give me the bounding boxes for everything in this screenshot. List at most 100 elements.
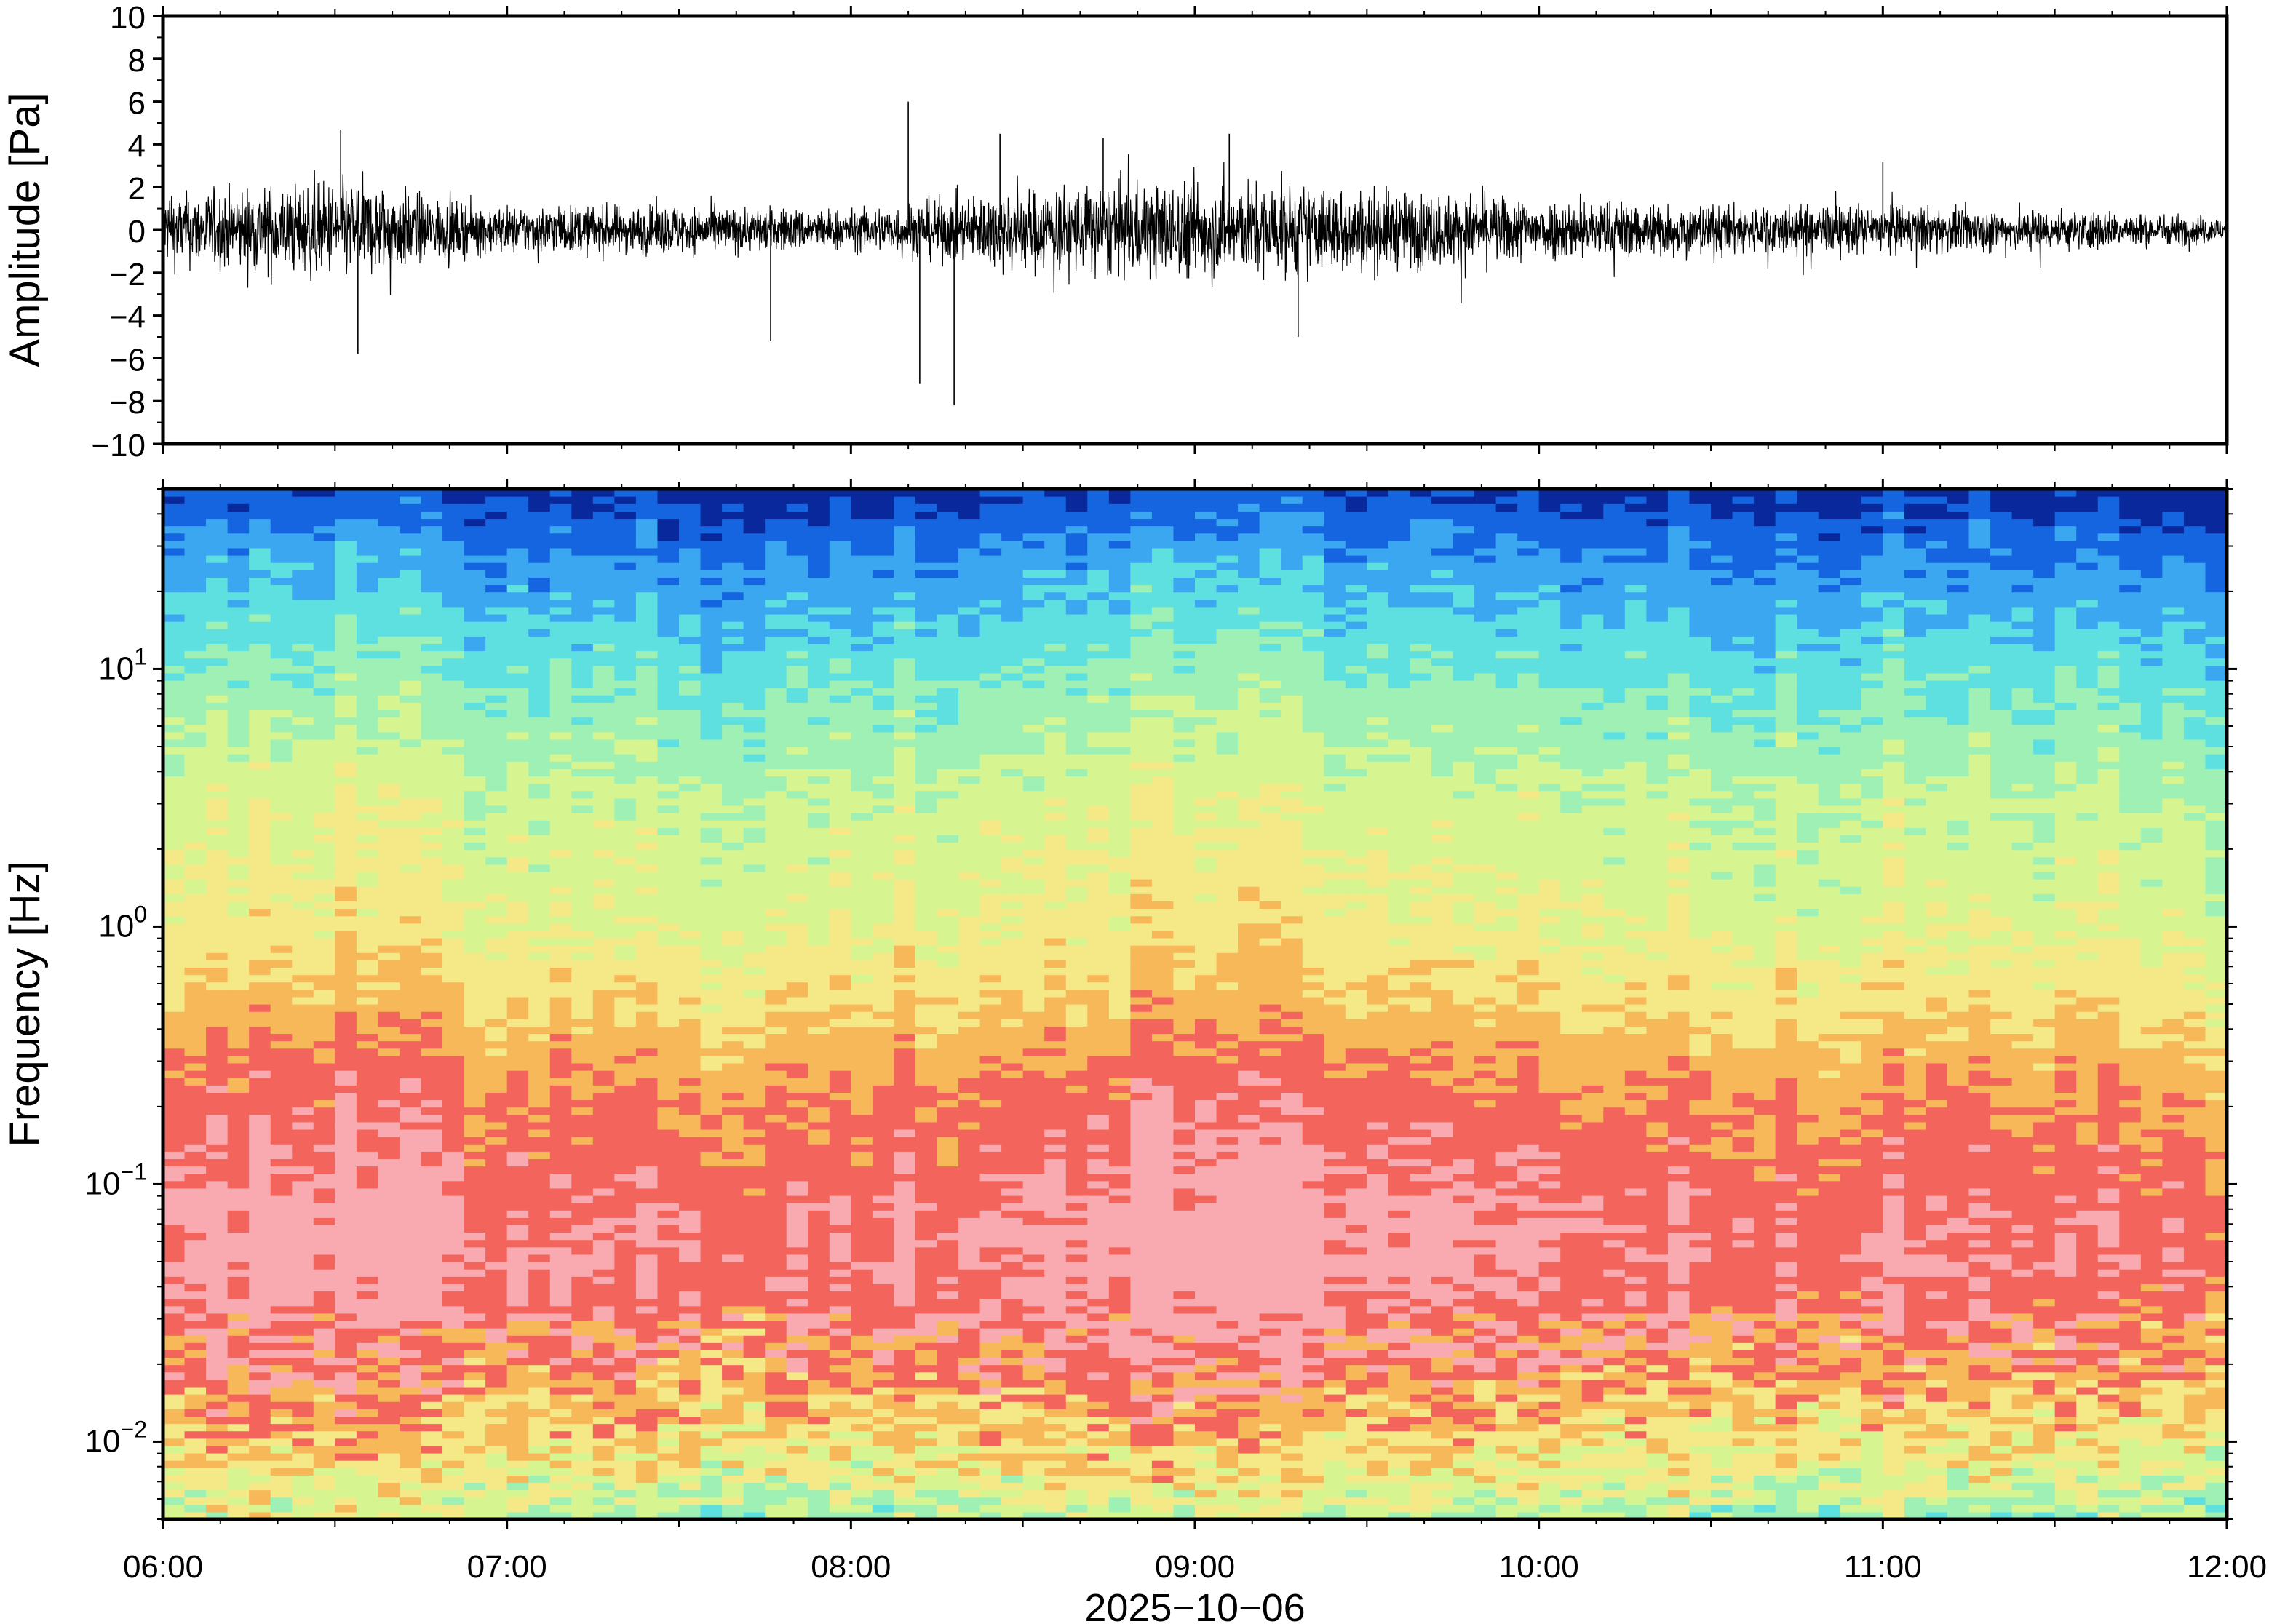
spectrogram-cell — [485, 724, 508, 733]
spectrogram-cell — [227, 1144, 250, 1152]
spectrogram-cell — [851, 1078, 873, 1086]
spectrogram-cell — [399, 747, 422, 755]
spectrogram-cell — [829, 1394, 851, 1402]
spectrogram-cell — [421, 555, 443, 563]
spectrogram-cell — [292, 1173, 314, 1182]
spectrogram-cell — [657, 1262, 680, 1270]
spectrogram-cell — [872, 1276, 895, 1284]
spectrogram-cell — [635, 489, 659, 497]
spectrogram-cell — [206, 1468, 229, 1476]
spectrogram-cell — [592, 1305, 615, 1314]
spectrogram-cell — [184, 606, 207, 615]
spectrogram-cell — [765, 695, 787, 703]
spectrogram-cell — [206, 665, 229, 674]
spectrogram-cell — [464, 1019, 486, 1027]
spectrogram-cell — [765, 1107, 787, 1115]
spectrogram-cell — [184, 1004, 207, 1012]
spectrogram-cell — [592, 1497, 615, 1505]
spectrogram-cell — [679, 1062, 702, 1071]
spectrogram-cell — [464, 680, 486, 688]
spectrogram-cell — [227, 672, 250, 681]
spectrogram-cell — [829, 562, 851, 570]
waveform-y-tick-label: −6 — [109, 342, 146, 378]
spectrogram-cell — [485, 915, 508, 924]
spectrogram-cell — [765, 1011, 787, 1019]
spectrogram-cell — [592, 1040, 615, 1049]
spectrogram-cell — [378, 592, 400, 600]
spectrogram-cell — [743, 1262, 766, 1270]
spectrogram-cell — [528, 629, 551, 637]
spectrogram-cell — [894, 768, 916, 777]
spectrogram-cell — [571, 606, 594, 615]
spectrogram-cell — [335, 1452, 357, 1461]
spectrogram-cell — [206, 1158, 229, 1167]
spectrogram-cell — [894, 1276, 916, 1284]
spectrogram-cell — [722, 952, 744, 960]
spectrogram-cell — [356, 960, 379, 968]
waveform-y-tick-label: −10 — [91, 428, 146, 463]
spectrogram-cell — [765, 599, 787, 608]
spectrogram-cell — [485, 1026, 508, 1035]
spectrogram-cell — [829, 901, 851, 909]
spectrogram-cell — [356, 827, 379, 835]
spectrogram-cell — [829, 856, 851, 865]
spectrogram-cell — [829, 937, 851, 946]
spectrogram-cell — [549, 503, 572, 512]
spectrogram-cell — [485, 525, 508, 534]
spectrogram-cell — [292, 783, 314, 792]
spectrogram-cell — [227, 952, 250, 960]
spectrogram-cell — [399, 989, 422, 998]
spectrogram-cell — [270, 621, 293, 629]
spectrogram-cell — [356, 1445, 379, 1454]
spectrogram-cell — [163, 1386, 186, 1395]
spectrogram-cell — [872, 1026, 895, 1035]
spectrogram-cell — [506, 1121, 529, 1130]
spectrogram-cell — [528, 974, 551, 983]
spectrogram-cell — [765, 1475, 787, 1484]
spectrogram-cell — [571, 1107, 594, 1115]
spectrogram-cell — [249, 636, 271, 644]
spectrogram-cell — [506, 1114, 529, 1123]
spectrogram-cell — [829, 680, 851, 688]
spectrogram-cell — [292, 629, 314, 637]
spectrogram-cell — [528, 1416, 551, 1425]
spectrogram-cell — [765, 1232, 787, 1241]
spectrogram-cell — [722, 496, 744, 504]
spectrogram-cell — [549, 1482, 572, 1491]
spectrogram-cell — [700, 1239, 723, 1248]
spectrogram-cell — [679, 1254, 702, 1262]
spectrogram-cell — [571, 827, 594, 835]
spectrogram-cell — [270, 967, 293, 976]
spectrogram-cell — [635, 525, 659, 534]
spectrogram-cell — [722, 1114, 744, 1123]
spectrogram-cell — [206, 1460, 229, 1468]
spectrogram-cell — [464, 1438, 486, 1446]
spectrogram-cell — [549, 702, 572, 711]
spectrogram-cell — [743, 511, 766, 520]
spectrogram-cell — [464, 1283, 486, 1292]
spectrogram-cell — [249, 1151, 271, 1159]
spectrogram-cell — [163, 680, 186, 688]
spectrogram-cell — [249, 1342, 271, 1350]
spectrogram-cell — [184, 813, 207, 821]
spectrogram-cell — [528, 739, 551, 747]
spectrogram-cell — [335, 540, 357, 549]
spectrogram-cell — [184, 1151, 207, 1159]
spectrogram-cell — [442, 754, 465, 762]
spectrogram-cell — [872, 739, 895, 747]
spectrogram-cell — [506, 1217, 529, 1226]
spectrogram-cell — [313, 695, 335, 703]
spectrogram-cell — [249, 1445, 271, 1454]
spectrogram-cell — [356, 835, 379, 843]
spectrogram-cell — [614, 1048, 637, 1056]
spectrogram-cell — [765, 842, 787, 851]
spectrogram-cell — [722, 1011, 744, 1019]
spectrogram-cell — [421, 739, 443, 747]
spectrogram-cell — [356, 702, 379, 711]
spectrogram-cell — [356, 1203, 379, 1211]
spectrogram-cell — [657, 761, 680, 769]
spectrogram-cell — [249, 672, 271, 681]
spectrogram-cell — [571, 842, 594, 851]
spectrogram-cell — [421, 636, 443, 644]
